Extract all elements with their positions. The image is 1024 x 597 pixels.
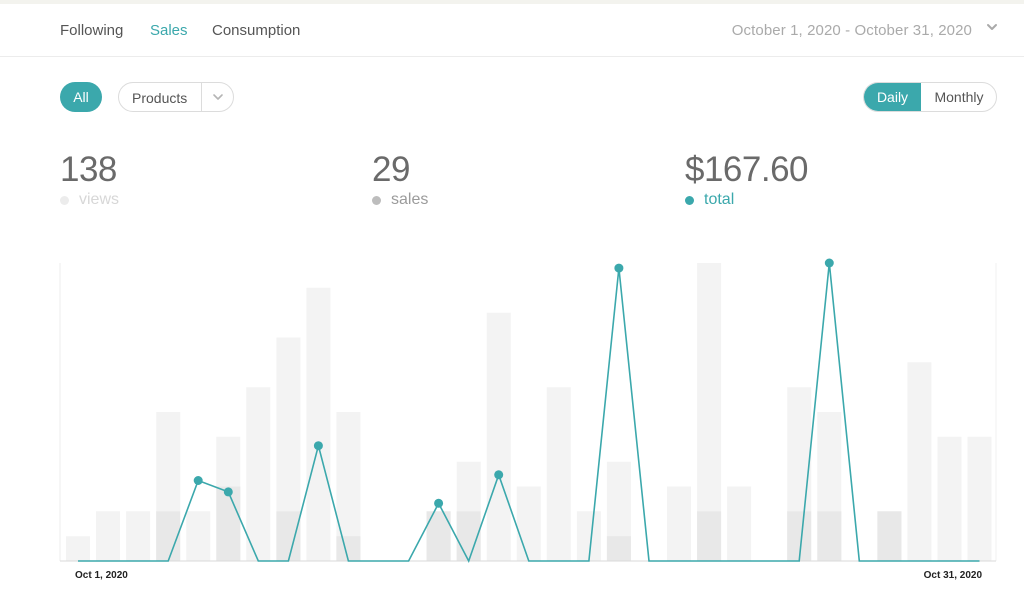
monthly-button[interactable]: Monthly bbox=[934, 89, 984, 105]
views-bar bbox=[576, 511, 601, 561]
views-bar bbox=[306, 287, 331, 561]
total-point[interactable] bbox=[824, 258, 834, 268]
total-label: total bbox=[704, 191, 735, 208]
sales-bar bbox=[336, 536, 361, 561]
total-point[interactable] bbox=[313, 441, 323, 451]
total-point[interactable] bbox=[494, 470, 504, 480]
views-bar bbox=[96, 511, 120, 561]
views-bar bbox=[486, 312, 511, 561]
views-bar bbox=[967, 436, 992, 561]
top-strip bbox=[0, 0, 1024, 4]
sales-bar bbox=[156, 511, 181, 561]
sales-bar bbox=[697, 511, 722, 561]
views-bars bbox=[66, 263, 992, 561]
total-point[interactable] bbox=[434, 498, 444, 508]
stat-views: 138 views bbox=[60, 150, 119, 209]
views-bar bbox=[937, 436, 962, 561]
sales-bars bbox=[156, 486, 902, 561]
sales-bar bbox=[787, 511, 812, 561]
sales-bar bbox=[817, 511, 842, 561]
views-bar bbox=[186, 511, 211, 561]
total-dot-icon bbox=[685, 195, 694, 205]
date-range-picker[interactable]: October 1, 2020 - October 31, 2020 bbox=[731, 22, 972, 39]
stat-total: $167.60 total bbox=[685, 150, 809, 209]
views-bar bbox=[907, 362, 932, 561]
views-bar bbox=[516, 486, 541, 561]
total-line-series bbox=[78, 258, 980, 564]
chevron-down-icon[interactable] bbox=[212, 91, 224, 103]
total-point[interactable] bbox=[223, 487, 233, 497]
top-nav: Following Sales Consumption October 1, 2… bbox=[0, 5, 1024, 57]
tab-consumption[interactable]: Consumption bbox=[212, 22, 301, 39]
products-dropdown[interactable]: Products bbox=[118, 82, 234, 112]
chevron-down-icon[interactable] bbox=[985, 20, 999, 34]
sales-dot-icon bbox=[372, 195, 381, 205]
total-legend: total bbox=[685, 191, 808, 209]
views-bar bbox=[727, 486, 752, 561]
tab-following[interactable]: Following bbox=[60, 22, 124, 39]
stat-sales: 29 sales bbox=[372, 150, 428, 209]
total-amount: $167.60 bbox=[685, 150, 809, 189]
sales-bar bbox=[216, 486, 241, 561]
filter-all-button[interactable]: All bbox=[60, 82, 102, 112]
total-point[interactable] bbox=[193, 476, 203, 485]
views-bar bbox=[126, 511, 151, 561]
total-point[interactable] bbox=[614, 263, 624, 273]
sales-bar bbox=[877, 511, 902, 561]
sales-bar bbox=[606, 536, 631, 561]
products-dropdown-label: Products bbox=[132, 90, 188, 106]
views-bar bbox=[66, 536, 90, 561]
views-dot-icon bbox=[60, 195, 69, 205]
daily-button[interactable]: Daily bbox=[864, 83, 921, 111]
views-bar bbox=[336, 412, 361, 561]
sales-legend: sales bbox=[372, 191, 428, 209]
views-bar bbox=[246, 387, 271, 561]
views-legend: views bbox=[60, 191, 119, 209]
x-tick-label-first: Oct 1, 2020 bbox=[75, 570, 128, 581]
x-tick-label-last: Oct 31, 2020 bbox=[924, 570, 983, 581]
views-bar bbox=[667, 486, 691, 561]
dropdown-divider bbox=[201, 83, 202, 111]
views-label: views bbox=[79, 191, 120, 208]
views-count: 138 bbox=[60, 150, 117, 189]
sales-chart: Oct 1, 2020 Oct 31, 2020 bbox=[59, 258, 997, 581]
sales-label: sales bbox=[391, 191, 429, 208]
sales-bar bbox=[276, 511, 301, 561]
tab-sales[interactable]: Sales bbox=[150, 22, 188, 39]
period-toggle: Daily Monthly bbox=[863, 82, 997, 112]
sales-count: 29 bbox=[372, 150, 410, 189]
views-bar bbox=[546, 387, 571, 561]
